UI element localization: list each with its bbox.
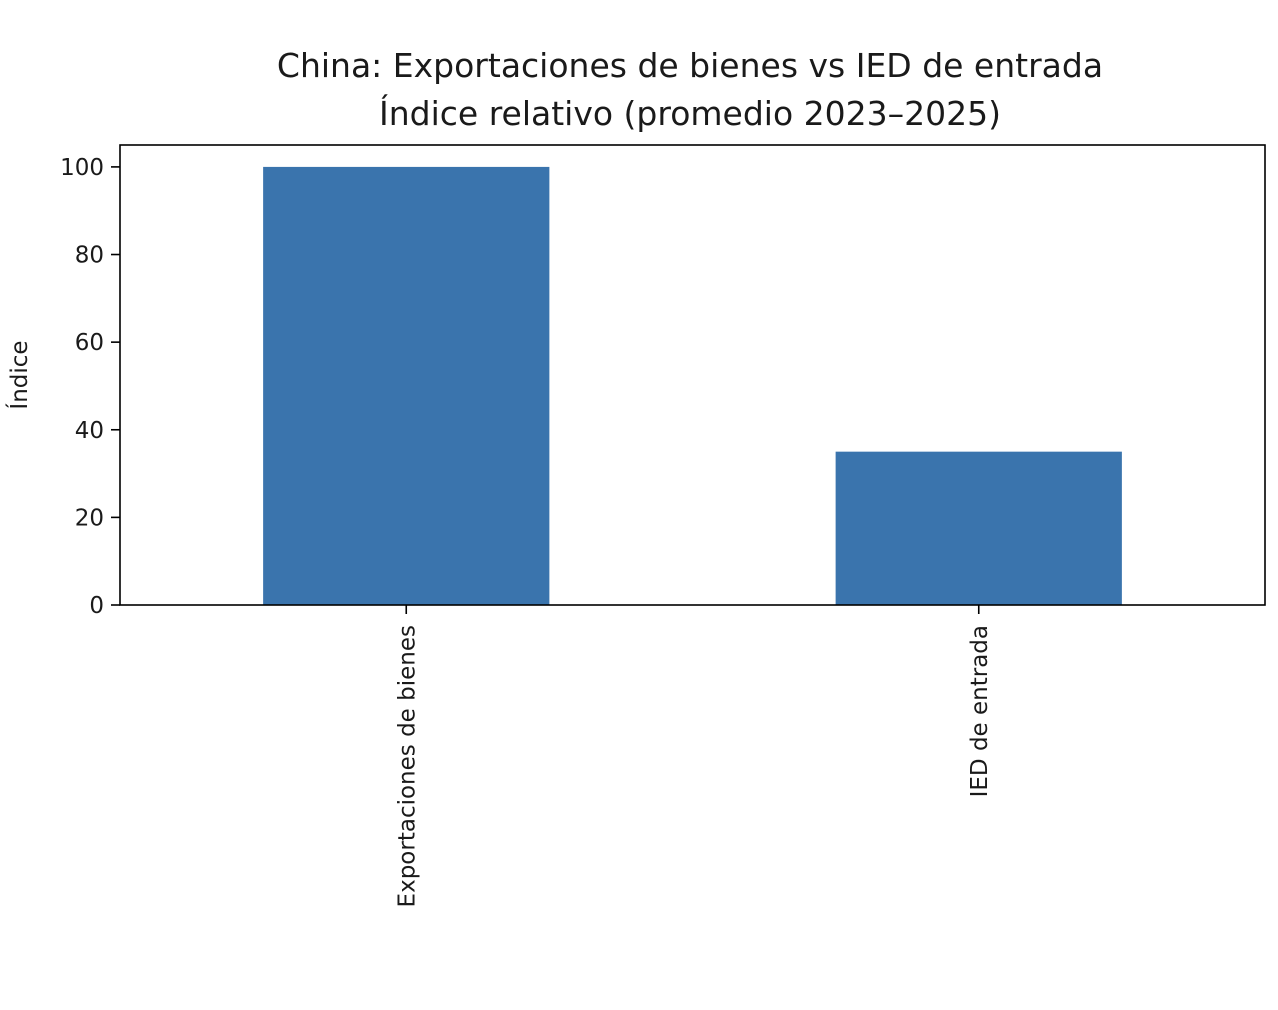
chart-title: China: Exportaciones de bienes vs IED de… [277, 46, 1103, 85]
y-tick-label: 100 [60, 155, 104, 181]
x-tick-label: IED de entrada [967, 625, 993, 797]
y-tick-label: 80 [75, 243, 104, 269]
y-axis-label: Índice [5, 340, 33, 409]
plot-frame [119, 144, 1266, 606]
x-axis: Exportaciones de bienes IED de entrada [394, 605, 993, 907]
chart-subtitle: Índice relativo (promedio 2023–2025) [379, 93, 1001, 133]
y-tick-label: 0 [89, 593, 104, 619]
y-tick-label: 20 [75, 505, 104, 531]
bar [835, 451, 1122, 605]
x-tick-label: Exportaciones de bienes [394, 625, 420, 907]
y-axis: 0 20 40 60 80 100 [60, 155, 120, 619]
y-tick-label: 60 [75, 330, 104, 356]
y-tick-label: 40 [75, 418, 104, 444]
bar [263, 166, 550, 605]
bars-group [263, 166, 1122, 605]
